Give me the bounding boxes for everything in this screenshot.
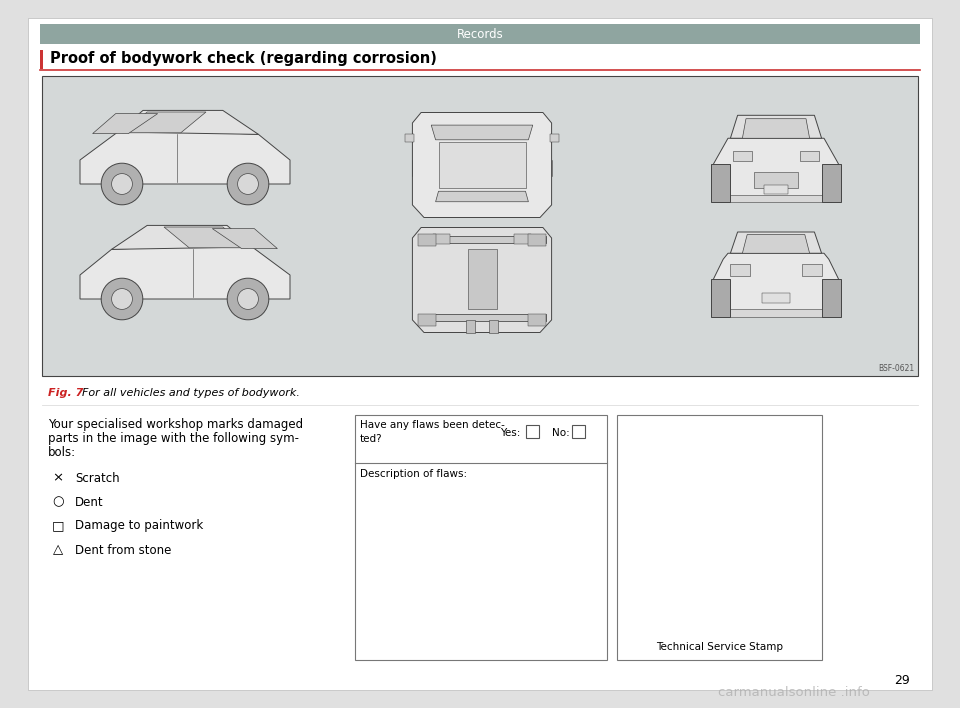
Polygon shape xyxy=(742,119,809,138)
Bar xyxy=(42,383,918,403)
Text: Proof of bodywork check (regarding corrosion): Proof of bodywork check (regarding corro… xyxy=(50,52,437,67)
Bar xyxy=(822,164,841,202)
Text: carmanualsonline .info: carmanualsonline .info xyxy=(718,685,870,699)
Bar xyxy=(526,425,539,438)
Text: ×: × xyxy=(53,472,63,484)
Bar xyxy=(711,164,731,202)
Text: ○: ○ xyxy=(52,496,63,508)
Bar xyxy=(439,142,525,188)
Bar xyxy=(711,279,731,317)
Text: Fig. 7: Fig. 7 xyxy=(48,388,84,398)
Polygon shape xyxy=(80,244,290,299)
Polygon shape xyxy=(713,138,838,200)
Text: Dent from stone: Dent from stone xyxy=(75,544,172,556)
Text: bols:: bols: xyxy=(48,446,76,459)
Bar xyxy=(40,24,920,44)
Polygon shape xyxy=(122,112,206,133)
Bar xyxy=(755,172,798,188)
Polygon shape xyxy=(164,227,248,248)
Polygon shape xyxy=(742,234,809,253)
Polygon shape xyxy=(731,115,822,138)
Bar xyxy=(433,234,450,244)
Bar xyxy=(550,134,559,142)
Polygon shape xyxy=(731,232,822,253)
Polygon shape xyxy=(436,191,528,202)
Bar xyxy=(419,236,546,244)
Circle shape xyxy=(238,289,258,309)
Polygon shape xyxy=(413,113,552,217)
Bar xyxy=(419,314,546,321)
Bar xyxy=(822,279,841,317)
Polygon shape xyxy=(212,229,277,249)
Circle shape xyxy=(101,164,143,205)
Text: BSF-0621: BSF-0621 xyxy=(877,364,914,373)
Text: Your specialised workshop marks damaged: Your specialised workshop marks damaged xyxy=(48,418,303,431)
Polygon shape xyxy=(713,253,838,315)
Bar xyxy=(40,50,43,69)
Bar xyxy=(732,151,752,161)
Bar xyxy=(42,76,918,376)
Bar xyxy=(800,151,819,161)
Text: Dent: Dent xyxy=(75,496,104,508)
Text: 29: 29 xyxy=(895,673,910,687)
Circle shape xyxy=(228,278,269,320)
Circle shape xyxy=(228,164,269,205)
Text: Scratch: Scratch xyxy=(75,472,120,484)
Bar xyxy=(419,314,436,326)
Text: parts in the image with the following sym-: parts in the image with the following sy… xyxy=(48,432,299,445)
Text: For all vehicles and types of bodywork.: For all vehicles and types of bodywork. xyxy=(82,388,300,398)
Text: Yes:: Yes: xyxy=(500,428,520,438)
Polygon shape xyxy=(413,227,552,333)
Polygon shape xyxy=(80,130,290,184)
Bar xyxy=(731,264,750,276)
Bar xyxy=(761,293,790,304)
Text: Damage to paintwork: Damage to paintwork xyxy=(75,520,204,532)
Circle shape xyxy=(111,173,132,195)
Text: Have any flaws been detec-
ted?: Have any flaws been detec- ted? xyxy=(360,420,505,444)
Polygon shape xyxy=(431,125,533,139)
Circle shape xyxy=(111,289,132,309)
Bar xyxy=(721,195,831,202)
Bar xyxy=(405,134,414,142)
Bar xyxy=(355,415,607,660)
Polygon shape xyxy=(118,110,258,135)
Bar xyxy=(514,234,531,244)
Text: □: □ xyxy=(52,520,64,532)
Bar xyxy=(528,314,546,326)
Circle shape xyxy=(238,173,258,195)
Circle shape xyxy=(101,278,143,320)
Text: No:: No: xyxy=(552,428,569,438)
Bar xyxy=(419,234,436,246)
Polygon shape xyxy=(111,225,252,249)
Bar xyxy=(764,185,788,193)
Polygon shape xyxy=(92,113,157,134)
Text: Records: Records xyxy=(457,28,503,40)
Bar xyxy=(617,415,822,660)
Text: △: △ xyxy=(53,544,63,556)
Bar xyxy=(466,320,475,333)
Bar xyxy=(468,249,496,309)
Text: Technical Service Stamp: Technical Service Stamp xyxy=(656,642,783,652)
Bar xyxy=(528,234,546,246)
Text: Description of flaws:: Description of flaws: xyxy=(360,469,468,479)
Bar xyxy=(723,309,828,317)
Bar xyxy=(803,264,822,276)
Bar xyxy=(572,425,585,438)
Bar xyxy=(490,320,498,333)
